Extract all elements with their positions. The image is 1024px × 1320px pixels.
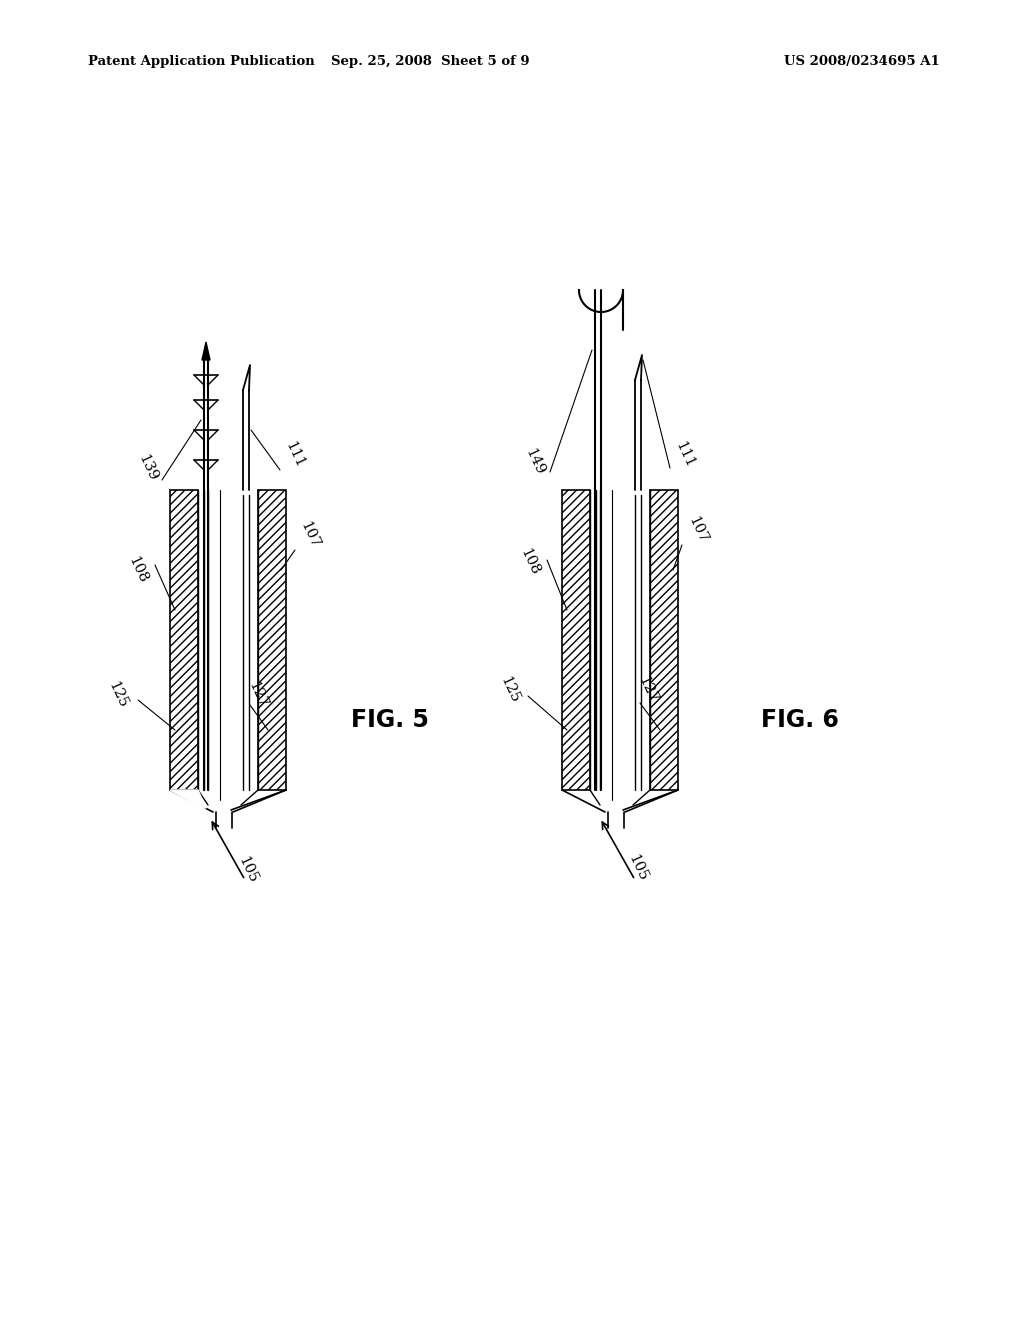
Text: 105: 105 xyxy=(236,854,260,886)
Polygon shape xyxy=(170,789,206,808)
Text: Patent Application Publication: Patent Application Publication xyxy=(88,55,314,69)
Text: 125: 125 xyxy=(498,675,522,705)
Text: 125: 125 xyxy=(105,680,130,710)
Text: US 2008/0234695 A1: US 2008/0234695 A1 xyxy=(784,55,940,69)
Text: 111: 111 xyxy=(673,440,697,470)
Bar xyxy=(170,490,198,789)
Text: 108: 108 xyxy=(126,554,151,586)
Text: 107: 107 xyxy=(298,520,323,550)
Text: 149: 149 xyxy=(523,446,547,478)
Text: 139: 139 xyxy=(136,453,160,483)
Bar xyxy=(650,490,678,789)
Text: 105: 105 xyxy=(626,853,650,883)
Text: 127: 127 xyxy=(636,675,660,705)
Text: FIG. 6: FIG. 6 xyxy=(761,708,839,733)
Text: 107: 107 xyxy=(686,515,711,545)
Text: FIG. 5: FIG. 5 xyxy=(351,708,429,733)
Text: Sep. 25, 2008  Sheet 5 of 9: Sep. 25, 2008 Sheet 5 of 9 xyxy=(331,55,529,69)
Bar xyxy=(258,490,286,789)
Bar xyxy=(562,490,590,789)
Text: 111: 111 xyxy=(283,440,307,470)
Text: 108: 108 xyxy=(518,546,543,578)
Text: 127: 127 xyxy=(246,680,270,710)
Polygon shape xyxy=(202,342,210,360)
